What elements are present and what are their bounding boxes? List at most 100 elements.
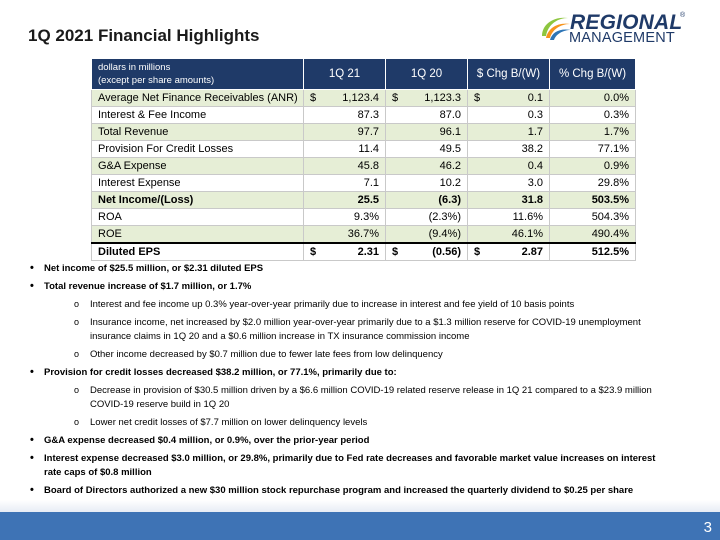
value-percent-change: 1.7% bbox=[603, 126, 629, 138]
value-1q21: 36.7% bbox=[347, 228, 379, 240]
value-1q21-cell: 45.8 bbox=[303, 157, 386, 175]
table-row: Net Income/(Loss) 25.5 (6.3) 31.8 503.5% bbox=[91, 191, 636, 209]
value-dollar-change-cell: 3.0 bbox=[467, 174, 550, 192]
row-label: G&A Expense bbox=[91, 157, 304, 175]
value-dollar-change-cell: 1.7 bbox=[467, 123, 550, 141]
value-1q20-cell: $1,123.3 bbox=[385, 89, 468, 107]
value-dollar-change: 31.8 bbox=[521, 194, 543, 206]
value-percent-change-cell: 504.3% bbox=[549, 208, 636, 226]
value-1q20: 49.5 bbox=[439, 143, 461, 155]
dollar-sign: $ bbox=[392, 92, 399, 104]
bullet-interest-expense: Interest expense decreased $3.0 million,… bbox=[30, 451, 670, 480]
sub-bullet-interest-fee: Interest and fee income up 0.3% year-ove… bbox=[30, 297, 670, 312]
value-1q20-cell: (2.3%) bbox=[385, 208, 468, 226]
value-dollar-change: 1.7 bbox=[527, 126, 543, 138]
value-percent-change-cell: 490.4% bbox=[549, 225, 636, 244]
highlights-bullet-list: Net income of $25.5 million, or $2.31 di… bbox=[30, 261, 670, 502]
value-percent-change: 503.5% bbox=[591, 194, 629, 206]
value-1q21-cell: 97.7 bbox=[303, 123, 386, 141]
row-label: Average Net Finance Receivables (ANR) bbox=[91, 89, 304, 107]
footer-gradient-band bbox=[0, 500, 720, 512]
header-units-line2: (except per share amounts) bbox=[98, 75, 215, 86]
value-1q20-cell: 96.1 bbox=[385, 123, 468, 141]
value-dollar-change-cell: $2.87 bbox=[467, 242, 550, 261]
value-1q20-cell: 87.0 bbox=[385, 106, 468, 124]
value-1q21: 2.31 bbox=[357, 246, 379, 258]
value-1q20: (9.4%) bbox=[428, 228, 461, 240]
value-1q20-cell: (9.4%) bbox=[385, 225, 468, 244]
bullet-ga-expense: G&A expense decreased $0.4 million, or 0… bbox=[30, 433, 670, 448]
value-1q21: 7.1 bbox=[363, 177, 379, 189]
value-1q20-cell: (6.3) bbox=[385, 191, 468, 209]
sub-bullet-net-credit-losses: Lower net credit losses of $7.7 million … bbox=[30, 415, 670, 430]
value-1q21: 25.5 bbox=[357, 194, 379, 206]
value-1q20-cell: 10.2 bbox=[385, 174, 468, 192]
value-dollar-change: 2.87 bbox=[521, 246, 543, 258]
page-number: 3 bbox=[703, 519, 712, 536]
header-1q21: 1Q 21 bbox=[303, 58, 386, 90]
table-row: Diluted EPS $2.31 $ (0.56) $2.87 512.5% bbox=[91, 242, 636, 261]
table-row: Interest & Fee Income 87.3 87.0 0.3 0.3% bbox=[91, 106, 636, 124]
value-1q20: 46.2 bbox=[439, 160, 461, 172]
row-label: Diluted EPS bbox=[91, 242, 304, 261]
value-dollar-change: 3.0 bbox=[527, 177, 543, 189]
value-1q21: 45.8 bbox=[357, 160, 379, 172]
dollar-sign: $ bbox=[310, 92, 317, 104]
table-row: Average Net Finance Receivables (ANR) $1,… bbox=[91, 89, 636, 107]
row-label: Total Revenue bbox=[91, 123, 304, 141]
value-dollar-change-cell: 0.3 bbox=[467, 106, 550, 124]
value-percent-change: 77.1% bbox=[597, 143, 629, 155]
table-row: ROA 9.3% (2.3%) 11.6% 504.3% bbox=[91, 208, 636, 226]
financial-highlights-table: dollars in millions (except per share am… bbox=[91, 58, 636, 261]
value-1q21: 9.3% bbox=[353, 211, 379, 223]
header-1q20: 1Q 20 bbox=[385, 58, 468, 90]
header-units-line1: dollars in millions bbox=[98, 62, 171, 73]
row-label: Net Income/(Loss) bbox=[91, 191, 304, 209]
bullet-provision: Provision for credit losses decreased $3… bbox=[30, 365, 670, 380]
value-1q21-cell: 7.1 bbox=[303, 174, 386, 192]
value-1q21: 87.3 bbox=[357, 109, 379, 121]
value-percent-change-cell: 0.9% bbox=[549, 157, 636, 175]
value-percent-change: 0.9% bbox=[603, 160, 629, 172]
bullet-total-revenue: Total revenue increase of $1.7 million, … bbox=[30, 279, 670, 294]
value-1q21: 11.4 bbox=[358, 143, 379, 155]
value-1q20: 10.2 bbox=[439, 177, 461, 189]
value-dollar-change: 46.1% bbox=[511, 228, 543, 240]
value-percent-change-cell: 29.8% bbox=[549, 174, 636, 192]
value-dollar-change-cell: 0.4 bbox=[467, 157, 550, 175]
bullet-net-income: Net income of $25.5 million, or $2.31 di… bbox=[30, 261, 670, 276]
value-percent-change: 0.0% bbox=[603, 92, 629, 104]
value-1q21: 97.7 bbox=[357, 126, 379, 138]
value-dollar-change-cell: 46.1% bbox=[467, 225, 550, 244]
value-1q20-cell: $ (0.56) bbox=[385, 242, 468, 261]
logo-swoosh-icon bbox=[542, 17, 571, 40]
value-dollar-change-cell: 31.8 bbox=[467, 191, 550, 209]
value-dollar-change: 0.3 bbox=[527, 109, 543, 121]
value-1q21-cell: $2.31 bbox=[303, 242, 386, 261]
value-1q21-cell: 36.7% bbox=[303, 225, 386, 244]
value-percent-change-cell: 0.0% bbox=[549, 89, 636, 107]
value-dollar-change-cell: 38.2 bbox=[467, 140, 550, 158]
value-1q21-cell: 9.3% bbox=[303, 208, 386, 226]
row-label: Interest & Fee Income bbox=[91, 106, 304, 124]
footer-bar: 3 bbox=[0, 512, 720, 540]
value-percent-change: 490.4% bbox=[591, 228, 629, 240]
value-1q20: 96.1 bbox=[439, 126, 461, 138]
value-percent-change-cell: 1.7% bbox=[549, 123, 636, 141]
logo-text-management: MANAGEMENT bbox=[569, 30, 675, 46]
table-row: ROE 36.7% (9.4%) 46.1% 490.4% bbox=[91, 225, 636, 244]
value-dollar-change: 0.1 bbox=[527, 92, 543, 104]
value-1q20: 1,123.3 bbox=[424, 92, 461, 104]
slide-title: 1Q 2021 Financial Highlights bbox=[28, 26, 260, 45]
row-label: Interest Expense bbox=[91, 174, 304, 192]
value-dollar-change-cell: 11.6% bbox=[467, 208, 550, 226]
value-percent-change: 29.8% bbox=[597, 177, 629, 189]
value-1q21-cell: $1,123.4 bbox=[303, 89, 386, 107]
row-label: ROA bbox=[91, 208, 304, 226]
value-1q20: (0.56) bbox=[432, 246, 461, 258]
header-dollar-change: $ Chg B/(W) bbox=[467, 58, 550, 90]
value-dollar-change: 38.2 bbox=[521, 143, 543, 155]
header-percent-change: % Chg B/(W) bbox=[549, 58, 636, 90]
table-row: Total Revenue 97.7 96.1 1.7 1.7% bbox=[91, 123, 636, 141]
value-1q20: (6.3) bbox=[438, 194, 461, 206]
